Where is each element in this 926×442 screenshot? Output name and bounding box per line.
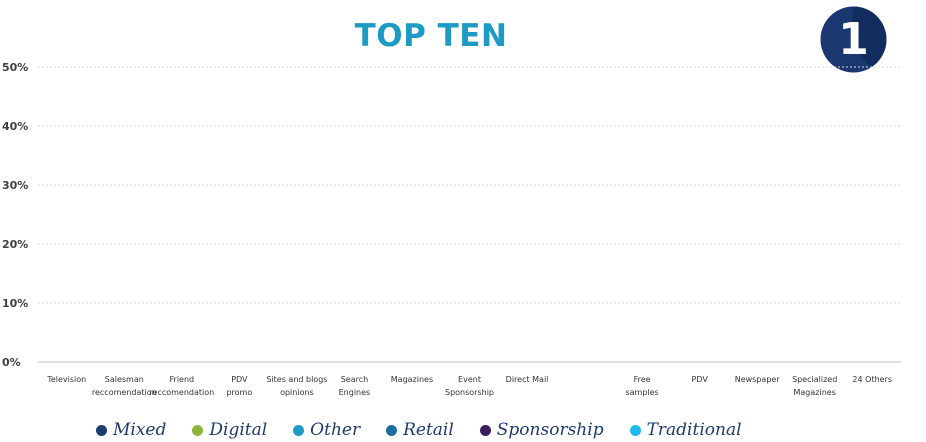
- chart-legend: Mixed Digital Other Retail Sponsorship Tradit…: [96, 418, 768, 442]
- legend-item: Digital: [192, 420, 293, 440]
- y-tick-label: 30%: [2, 179, 28, 192]
- legend-label: Retail: [403, 420, 454, 440]
- legend-swatch: [96, 424, 107, 436]
- x-tick-label: Newspaper: [735, 375, 781, 384]
- legend-item: Mixed: [96, 420, 192, 440]
- legend-label: Sponsorship: [496, 420, 604, 440]
- y-tick-label: 40%: [2, 120, 28, 133]
- x-tick-label: Search Engines: [339, 375, 371, 397]
- x-tick-label: Magazines: [391, 375, 433, 384]
- y-tick-label: 10%: [2, 297, 28, 310]
- number-one-badge-icon: 1: [820, 6, 887, 73]
- legend-swatch: [192, 424, 204, 436]
- x-tick-label: Free samples: [625, 375, 658, 397]
- x-tick-label: Direct Mail: [506, 375, 549, 384]
- x-tick-label: Friend reccomendation: [149, 375, 214, 397]
- legend-swatch: [293, 424, 305, 436]
- x-tick-label: Specialized Magazines: [792, 375, 837, 397]
- legend-label: Mixed: [113, 420, 167, 440]
- legend-label: Other: [310, 420, 361, 440]
- legend-item: Sponsorship: [479, 420, 630, 440]
- y-tick-label: 50%: [2, 61, 28, 74]
- legend-swatch: [629, 424, 641, 436]
- x-tick-label: Event Sponsorship: [445, 375, 494, 397]
- x-tick-label: 24 Others: [852, 375, 892, 384]
- legend-swatch: [479, 424, 491, 436]
- x-tick-label: Sites and blogs opinions: [266, 375, 327, 397]
- legend-label: Traditional: [646, 420, 742, 440]
- legend-item: Other: [293, 420, 386, 440]
- legend-swatch: [386, 424, 398, 436]
- legend-item: Traditional: [629, 420, 768, 440]
- y-tick-label: 0%: [2, 356, 21, 369]
- badge-number: 1: [838, 14, 869, 65]
- legend-item: Retail: [386, 420, 480, 440]
- x-tick-label: Salesman reccomendation: [92, 375, 157, 397]
- chart-title: TOP TEN: [354, 18, 508, 54]
- x-tick-label: Television: [46, 375, 86, 384]
- y-tick-label: 20%: [2, 238, 28, 251]
- x-tick-label: PDV: [691, 375, 708, 384]
- legend-label: Digital: [209, 420, 268, 440]
- x-tick-label: PDV promo: [226, 375, 252, 397]
